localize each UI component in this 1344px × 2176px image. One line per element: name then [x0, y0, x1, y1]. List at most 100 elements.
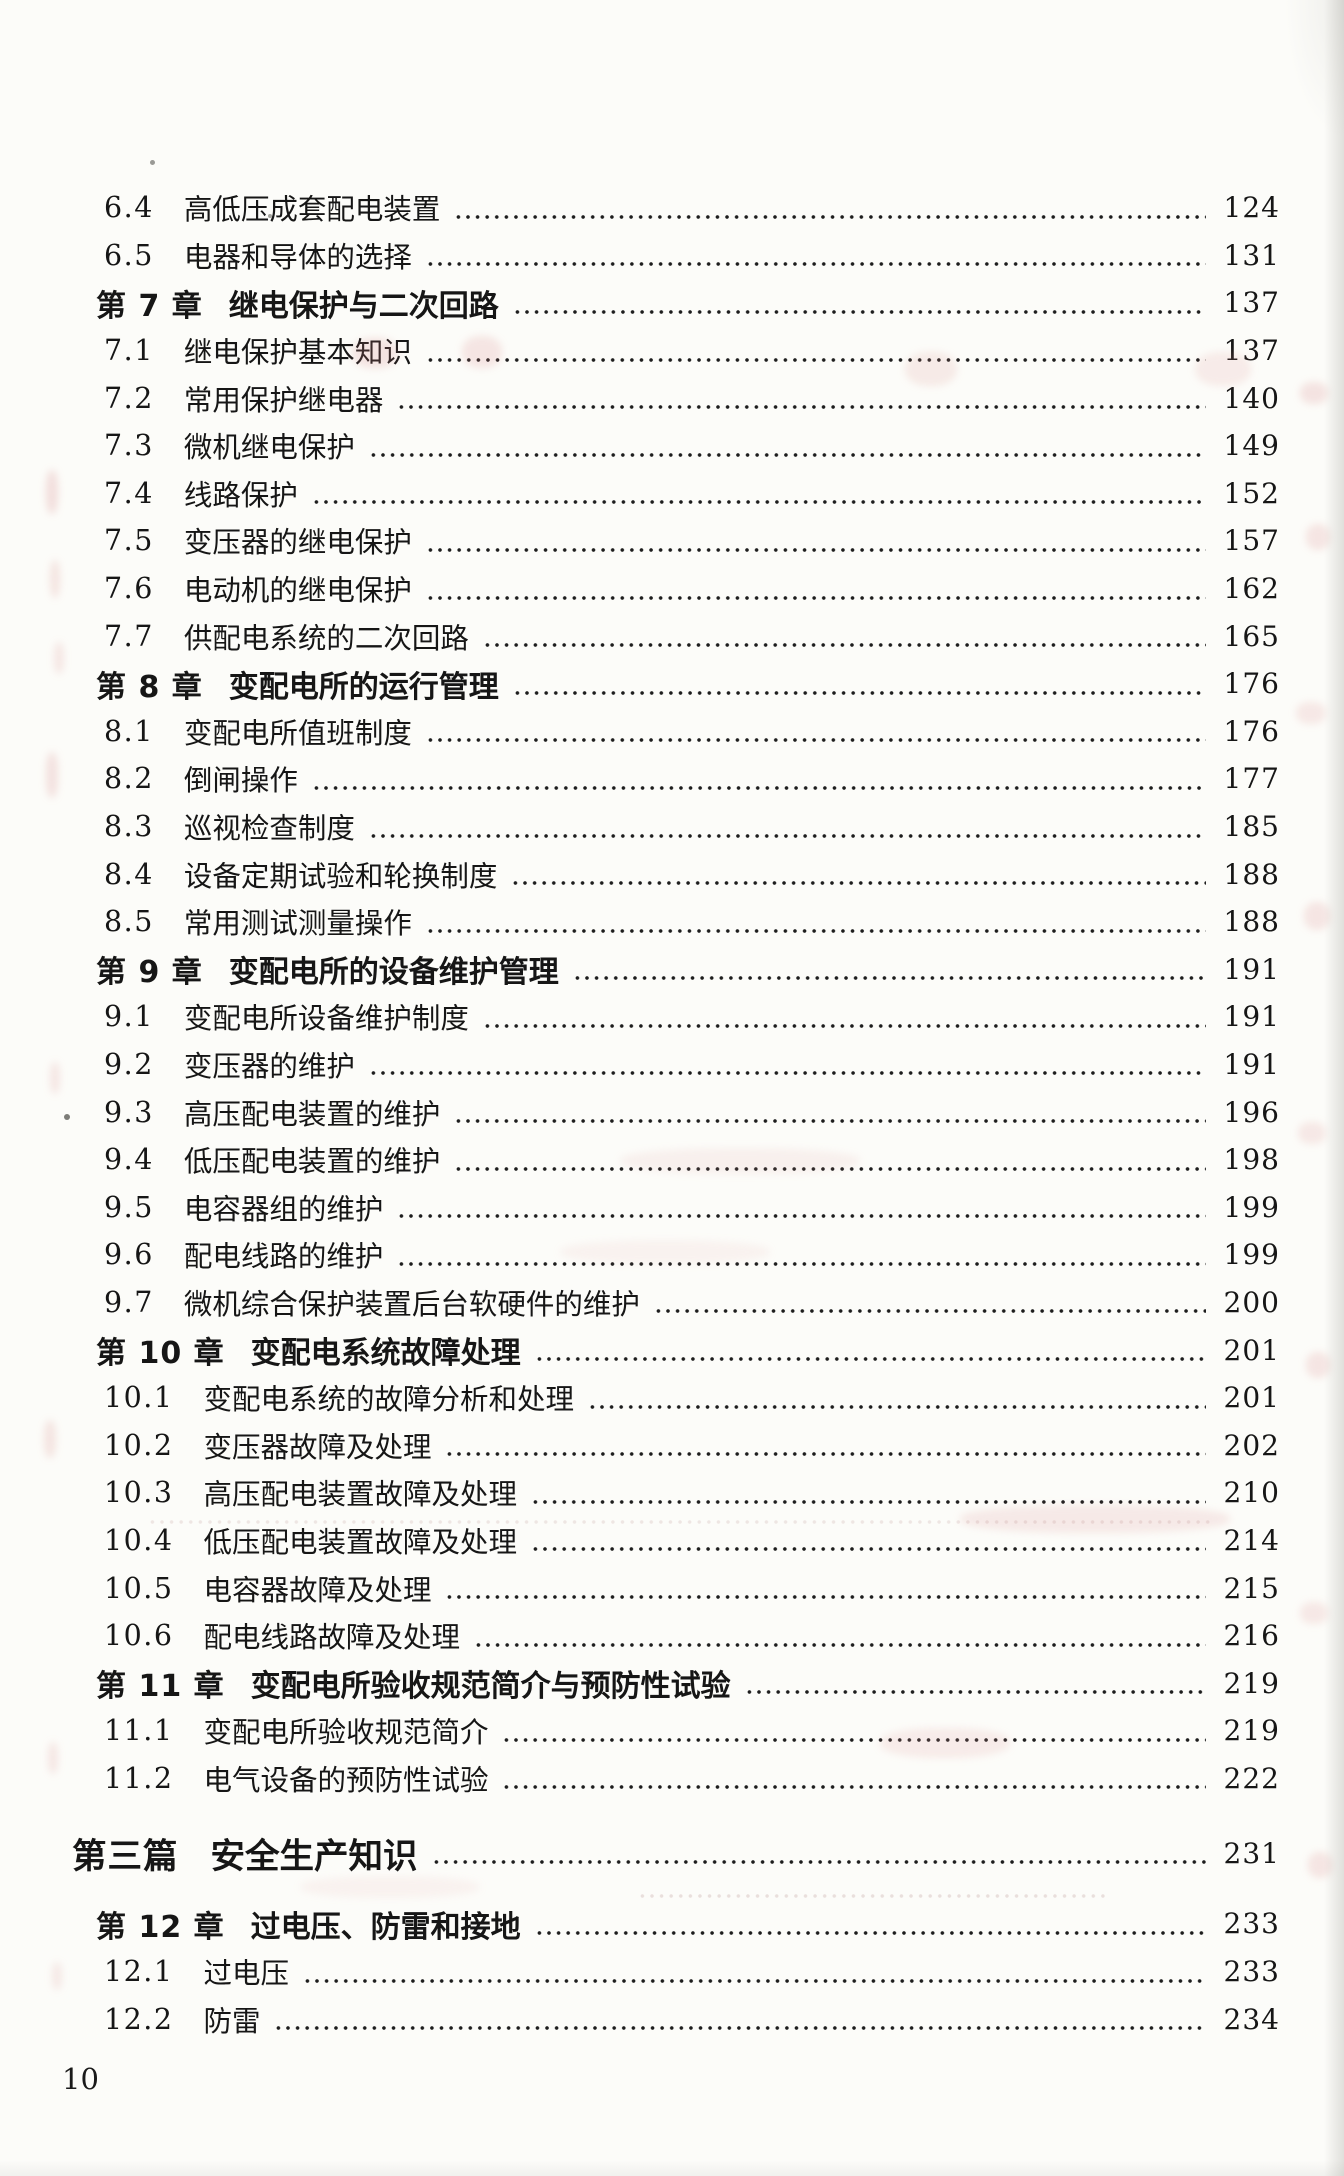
- dot-leader: [532, 1498, 1206, 1505]
- toc-entry: 7.6 电动机的继电保护 162: [0, 565, 1344, 613]
- dot-leader: [574, 975, 1206, 982]
- entry-title: 变配电所值班制度: [183, 716, 412, 750]
- entry-title: 高压配电装置的维护: [183, 1097, 441, 1131]
- dot-leader: [504, 1736, 1206, 1743]
- dot-leader: [427, 927, 1206, 934]
- entry-title: 低压配电装置的维护: [183, 1145, 441, 1179]
- toc-entry: 6.4 高低压成套配电装置 124: [0, 184, 1344, 232]
- entry-number: 10.5: [104, 1571, 174, 1605]
- entry-page: 191: [1223, 952, 1280, 986]
- entry-number: 9.7: [104, 1285, 154, 1319]
- entry-number: 12.1: [104, 1955, 174, 1989]
- entry-title: 电动机的继电保护: [183, 574, 412, 608]
- entry-page: 140: [1223, 381, 1280, 415]
- entry-title: 变配电所的设备维护管理: [228, 955, 559, 991]
- dot-leader: [532, 1546, 1206, 1553]
- entry-title: 电容器组的维护: [183, 1192, 384, 1226]
- toc-entry: 10.6 配电线路故障及处理 216: [0, 1612, 1344, 1660]
- entry-number: 11.1: [104, 1714, 174, 1748]
- dot-leader: [313, 499, 1206, 506]
- entry-page: 176: [1223, 667, 1280, 701]
- entry-title: 巡视检查制度: [183, 812, 355, 846]
- dot-leader: [447, 1594, 1206, 1601]
- entry-title: 变配电系统的故障分析和处理: [203, 1383, 574, 1417]
- entry-title: 微机综合保护装置后台软硬件的维护: [183, 1287, 640, 1321]
- entry-number: 8.1: [104, 714, 154, 748]
- toc-list: 6.4 高低压成套配电装置 124 6.5 电器和导体的选择 131 第 7 章…: [0, 184, 1344, 2043]
- dot-leader: [484, 1022, 1206, 1029]
- entry-page: 149: [1223, 429, 1280, 463]
- dot-leader: [427, 546, 1206, 553]
- entry-page: 219: [1223, 1714, 1280, 1748]
- entry-title: 线路保护: [183, 478, 298, 512]
- entry-page: 201: [1223, 1333, 1280, 1367]
- toc-entry: 9.7 微机综合保护装置后台软硬件的维护 200: [0, 1279, 1344, 1327]
- entry-page: 131: [1223, 238, 1280, 272]
- entry-number: 8.4: [104, 857, 154, 891]
- dot-leader: [370, 1070, 1206, 1077]
- entry-title: 防雷: [203, 2004, 261, 2038]
- entry-number: 9.5: [104, 1190, 154, 1224]
- entry-page: 201: [1223, 1381, 1280, 1415]
- toc-entry: 7.3 微机继电保护 149: [0, 422, 1344, 470]
- toc-entry: 10.2 变压器故障及处理 202: [0, 1421, 1344, 1469]
- toc-entry: 11.2 电气设备的预防性试验 222: [0, 1755, 1344, 1803]
- entry-page: 196: [1223, 1095, 1280, 1129]
- page-edge-shadow-right: [1324, 0, 1344, 2176]
- toc-entry: 8.1 变配电所值班制度 176: [0, 708, 1344, 756]
- entry-title: 变配电所验收规范简介: [203, 1716, 489, 1750]
- entry-title: 低压配电装置故障及处理: [203, 1525, 517, 1559]
- entry-title: 倒闸操作: [183, 764, 298, 798]
- toc-entry: 第三篇 安全生产知识 231: [0, 1826, 1344, 1880]
- toc-entry: 10.3 高压配电装置故障及处理 210: [0, 1469, 1344, 1517]
- entry-page: 188: [1223, 857, 1280, 891]
- dot-leader: [276, 2025, 1206, 2032]
- entry-number: 7.3: [104, 429, 154, 463]
- toc-entry: 第 8 章 变配电所的运行管理 176: [0, 660, 1344, 708]
- entry-number: 第 12 章: [96, 1909, 225, 1945]
- entry-number: 第三篇: [72, 1837, 179, 1878]
- entry-number: 6.4: [104, 191, 154, 225]
- dot-leader: [655, 1308, 1206, 1315]
- folio-page-number: 10: [62, 2062, 99, 2096]
- entry-title: 电容器故障及处理: [203, 1573, 432, 1607]
- toc-entry: 11.1 变配电所验收规范简介 219: [0, 1707, 1344, 1755]
- entry-number: 7.5: [104, 524, 154, 558]
- entry-number: 第 11 章: [96, 1669, 225, 1705]
- entry-number: 9.2: [104, 1047, 154, 1081]
- entry-page: 191: [1223, 1047, 1280, 1081]
- toc-entry: 10.4 低压配电装置故障及处理 214: [0, 1517, 1344, 1565]
- toc-entry: 7.5 变压器的继电保护 157: [0, 517, 1344, 565]
- entry-title: 变配电所验收规范简介与预防性试验: [250, 1669, 731, 1705]
- entry-page: 233: [1223, 1955, 1280, 1989]
- entry-number: 9.6: [104, 1238, 154, 1272]
- entry-page: 200: [1223, 1285, 1280, 1319]
- entry-number: 7.4: [104, 476, 154, 510]
- toc-entry: 9.4 低压配电装置的维护 198: [0, 1136, 1344, 1184]
- dot-leader: [433, 1859, 1206, 1866]
- entry-number: 10.2: [104, 1428, 174, 1462]
- toc-entry: 9.6 配电线路的维护 199: [0, 1231, 1344, 1279]
- entry-number: 8.3: [104, 810, 154, 844]
- dot-leader: [370, 832, 1206, 839]
- entry-page: 185: [1223, 810, 1280, 844]
- entry-title: 高压配电装置故障及处理: [203, 1478, 517, 1512]
- entry-title: 供配电系统的二次回路: [183, 621, 469, 655]
- entry-title: 常用保护继电器: [183, 383, 384, 417]
- entry-number: 7.6: [104, 572, 154, 606]
- entry-page: 199: [1223, 1190, 1280, 1224]
- entry-title: 设备定期试验和轮换制度: [183, 859, 498, 893]
- dot-leader: [475, 1641, 1206, 1648]
- dot-leader: [536, 1356, 1206, 1363]
- entry-title: 变配电所设备维护制度: [183, 1002, 469, 1036]
- toc-entry: 9.5 电容器组的维护 199: [0, 1183, 1344, 1231]
- entry-page: 199: [1223, 1238, 1280, 1272]
- entry-page: 177: [1223, 762, 1280, 796]
- toc-entry: 7.2 常用保护继电器 140: [0, 374, 1344, 422]
- entry-page: 233: [1223, 1907, 1280, 1941]
- entry-number: 7.2: [104, 381, 154, 415]
- dot-leader: [514, 689, 1206, 696]
- entry-page: 188: [1223, 905, 1280, 939]
- page-corner-shadow: [1284, 0, 1344, 140]
